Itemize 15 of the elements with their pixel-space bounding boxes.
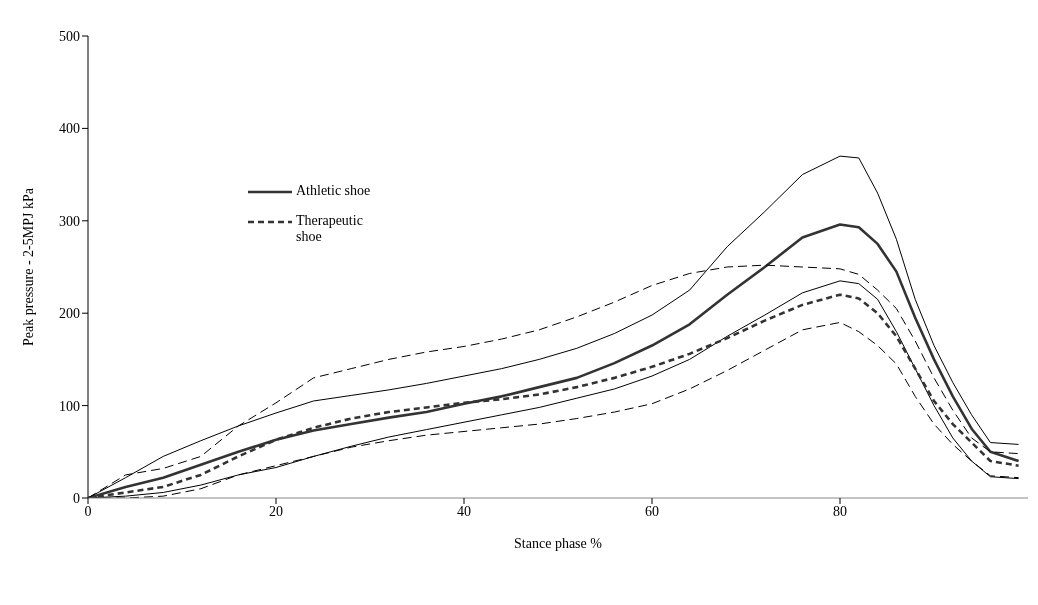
x-tick-label: 20 [269, 503, 283, 519]
y-tick-label: 100 [59, 398, 80, 414]
y-tick-label: 200 [59, 306, 80, 322]
x-axis-title: Stance phase % [514, 536, 603, 551]
y-axis-title: Peak pressure - 2-5MPJ kPa [20, 187, 36, 346]
y-tick-label: 0 [73, 490, 80, 506]
y-tick-label: 500 [59, 28, 80, 44]
legend-label: Athletic shoe [296, 183, 372, 199]
legend-label: Therapeutic shoe [296, 213, 364, 245]
y-tick-label: 300 [59, 213, 80, 229]
x-tick-label: 40 [457, 503, 471, 519]
x-tick-label: 80 [833, 503, 847, 519]
y-tick-label: 400 [59, 121, 80, 137]
x-tick-label: 0 [84, 503, 92, 519]
x-tick-label: 60 [645, 503, 659, 519]
